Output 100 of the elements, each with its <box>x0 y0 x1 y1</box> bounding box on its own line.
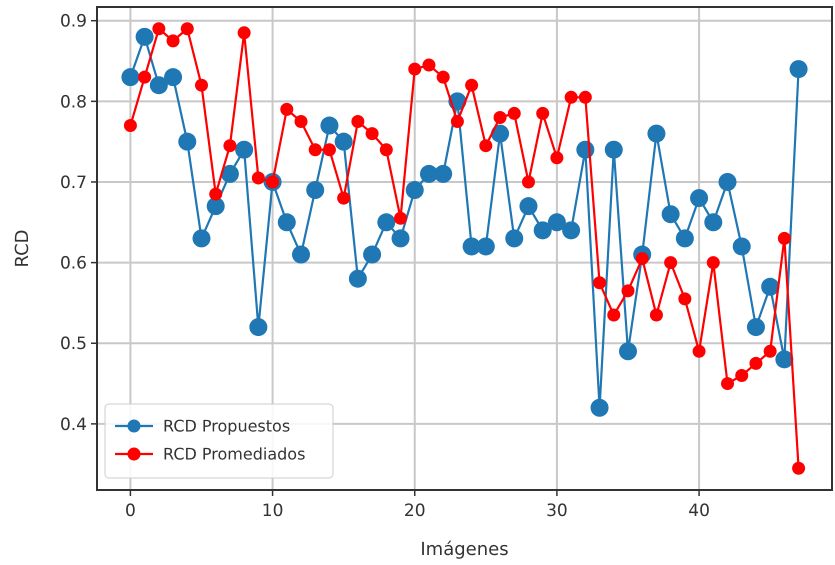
point <box>377 213 396 232</box>
point <box>223 139 236 152</box>
x-tick-label: 10 <box>262 501 284 521</box>
point <box>692 344 706 358</box>
y-tick-label: 0.6 <box>60 254 87 274</box>
point <box>238 26 251 40</box>
point <box>479 139 492 152</box>
point <box>136 28 154 46</box>
point <box>450 115 464 128</box>
point <box>351 115 364 128</box>
y-tick-label: 0.8 <box>60 92 87 112</box>
point <box>278 213 296 232</box>
point <box>590 398 609 417</box>
point <box>164 68 182 86</box>
point <box>775 350 794 368</box>
point <box>220 164 239 183</box>
point <box>678 292 692 306</box>
point <box>706 256 720 270</box>
x-tick-label: 40 <box>688 501 710 521</box>
point <box>690 189 708 208</box>
point <box>366 127 379 140</box>
point <box>121 68 140 86</box>
point <box>732 237 751 256</box>
point <box>334 132 353 151</box>
point <box>505 229 524 248</box>
point <box>392 229 410 248</box>
point <box>534 221 552 240</box>
point <box>522 175 535 188</box>
point <box>436 70 450 84</box>
point <box>320 116 338 135</box>
point <box>564 90 578 104</box>
point <box>562 221 580 240</box>
point <box>465 78 478 92</box>
point <box>308 143 322 156</box>
point <box>607 308 620 322</box>
point <box>792 462 806 475</box>
point <box>491 124 510 143</box>
point <box>348 270 367 288</box>
point <box>408 62 422 76</box>
point <box>676 229 694 248</box>
point <box>662 205 680 224</box>
y-tick-label: 0.5 <box>60 334 87 354</box>
point <box>252 171 265 184</box>
legend-label: RCD Propuestos <box>163 416 290 436</box>
point <box>778 232 791 245</box>
point <box>604 140 623 159</box>
point <box>749 356 762 370</box>
y-tick-label: 0.4 <box>60 414 87 435</box>
point <box>152 22 166 36</box>
point <box>166 34 180 48</box>
point <box>721 377 734 390</box>
point <box>249 318 268 336</box>
point <box>280 102 294 116</box>
x-axis-title: Imágenes <box>420 539 509 560</box>
point <box>476 237 495 256</box>
x-tick-label: 20 <box>404 501 426 521</box>
point <box>194 78 208 92</box>
legend-label: RCD Promediados <box>163 444 306 464</box>
point <box>138 70 152 84</box>
point <box>790 60 808 78</box>
point <box>704 213 722 232</box>
point <box>206 197 225 216</box>
point <box>294 115 308 128</box>
point <box>192 229 210 248</box>
point <box>235 140 254 159</box>
point <box>593 276 606 290</box>
point <box>735 369 748 382</box>
point <box>363 246 382 264</box>
point <box>337 192 350 205</box>
point <box>178 132 196 151</box>
point <box>621 284 634 298</box>
point <box>508 106 521 120</box>
point <box>322 143 336 156</box>
point <box>746 318 765 336</box>
point <box>536 106 550 120</box>
point <box>406 181 424 200</box>
point <box>764 344 777 358</box>
point <box>519 197 538 216</box>
point <box>550 151 564 164</box>
point <box>650 308 663 322</box>
y-tick-label: 0.9 <box>60 12 87 32</box>
x-tick-label: 0 <box>124 501 136 521</box>
point <box>150 76 168 94</box>
point <box>548 213 566 232</box>
point <box>494 110 507 124</box>
point <box>306 181 324 200</box>
y-tick-label: 0.7 <box>60 172 87 193</box>
point <box>394 212 408 225</box>
point <box>380 143 393 156</box>
point <box>578 90 592 104</box>
point <box>718 172 737 191</box>
point <box>124 119 137 132</box>
point <box>209 188 222 201</box>
point <box>761 278 780 296</box>
point <box>647 124 666 143</box>
y-axis-title: RCD <box>12 229 33 268</box>
point <box>434 164 452 183</box>
point <box>618 342 637 360</box>
point <box>180 22 194 36</box>
point <box>292 246 310 264</box>
